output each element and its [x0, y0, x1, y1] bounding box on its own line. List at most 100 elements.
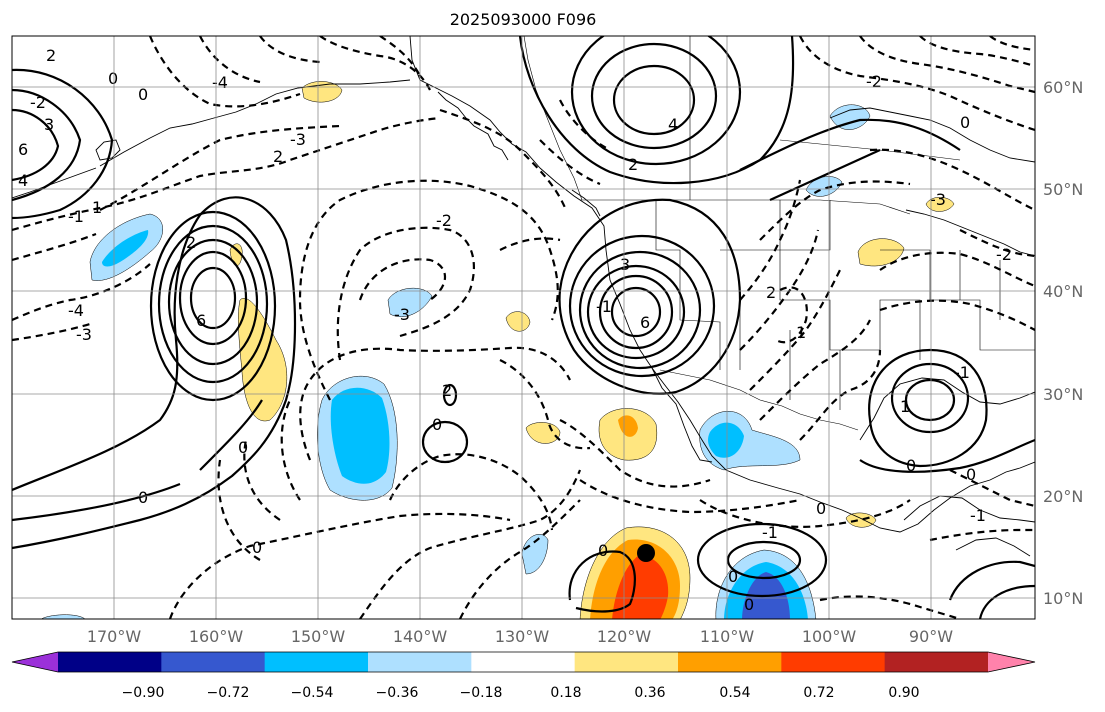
contour-label: -2	[436, 211, 452, 230]
colorbar-tick-labels: −0.90 −0.72 −0.54 −0.36 −0.18 0.18 0.36 …	[122, 685, 920, 701]
colorbar-tick-label: −0.72	[207, 685, 250, 701]
shade-negative-light	[387, 288, 433, 318]
contour-label: -3	[394, 305, 410, 324]
contour-label: 6	[196, 311, 206, 330]
contour-label: 0	[728, 567, 738, 586]
contour-label: 0	[816, 499, 826, 518]
contour-label: 0	[966, 465, 976, 484]
colorbar-swatch	[884, 652, 989, 672]
lon-tick-label: 120°W	[597, 627, 652, 646]
shade-positive-light	[925, 197, 955, 212]
contour-label: 1	[92, 198, 102, 217]
contour-label: 3	[620, 255, 630, 274]
contour-label: -2	[866, 72, 882, 91]
contour-label: 0	[906, 456, 916, 475]
colorbar-tick-label: 0.54	[719, 685, 750, 701]
contour-label: -2	[996, 245, 1012, 264]
contour-label: -1	[596, 297, 612, 316]
contour-label: 2	[186, 233, 196, 252]
shade-positive-light	[505, 311, 531, 332]
political-borders	[523, 36, 1035, 431]
figure-title: 2025093000 F096	[450, 10, 597, 29]
lat-tick-label: 40°N	[1043, 282, 1083, 301]
lat-tick-label: 50°N	[1043, 180, 1083, 199]
contour-label: 1	[900, 397, 910, 416]
contour-label: -1	[762, 523, 778, 542]
contour-label: -3	[930, 190, 946, 209]
contour-label: 1	[796, 323, 806, 342]
contour-label: -1	[954, 363, 970, 382]
colorbar-tick-label: −0.18	[460, 685, 503, 701]
shade-negative-mid	[330, 387, 390, 484]
shade-negative-light	[41, 614, 86, 619]
shade-negative-light	[829, 104, 871, 130]
latitude-axis: 60°N 50°N 40°N 30°N 20°N 10°N	[1043, 78, 1083, 608]
colorbar-tick-label: −0.36	[376, 685, 419, 701]
lon-tick-label: 130°W	[495, 627, 550, 646]
contour-label: 2	[46, 46, 56, 65]
lon-tick-label: 170°W	[87, 627, 142, 646]
colorbar-tick-label: 0.18	[550, 685, 581, 701]
colorbar-tick-label: −0.90	[122, 685, 165, 701]
colorbar-swatch	[574, 652, 679, 672]
contour-label: 0	[138, 488, 148, 507]
map-panel: 2 0 3 6 4 -2 -3 2 0 -1 1 6 2 -4 -3 0 0 0…	[11, 35, 1036, 620]
lat-tick-label: 30°N	[1043, 385, 1083, 404]
height-contours	[12, 36, 1035, 619]
lon-tick-label: 140°W	[393, 627, 448, 646]
shade-negative-mid	[708, 422, 744, 458]
longitude-axis: 170°W 160°W 150°W 140°W 130°W 120°W 110°…	[87, 627, 953, 646]
colorbar-swatch	[471, 652, 576, 672]
colorbar-tick-label: 0.36	[634, 685, 665, 701]
contour-label: 0	[744, 595, 754, 614]
lon-tick-label: 110°W	[700, 627, 755, 646]
colorbar-swatch	[58, 652, 162, 672]
contour-label: 6	[18, 140, 28, 159]
colorbar-swatch	[368, 652, 472, 672]
contour-labels: 2 0 3 6 4 -2 -3 2 0 -1 1 6 2 -4 -3 0 0 0…	[18, 46, 1012, 614]
contour-label: -1	[68, 207, 84, 226]
contour-label: 2	[273, 147, 283, 166]
lat-tick-label: 60°N	[1043, 78, 1083, 97]
contour-label: -3	[290, 130, 306, 149]
contour-label: 0	[138, 85, 148, 104]
lon-tick-label: 150°W	[291, 627, 346, 646]
shade-positive-strong	[612, 555, 669, 619]
lat-tick-label: 10°N	[1043, 589, 1083, 608]
contour-label: -4	[68, 301, 84, 320]
colorbar-tick-label: −0.54	[291, 685, 334, 701]
lat-tick-label: 20°N	[1043, 487, 1083, 506]
contour-label: 0	[108, 69, 118, 88]
shade-positive-light	[845, 512, 877, 528]
contour-label: -2	[30, 93, 46, 112]
contour-label: 2	[442, 381, 452, 400]
lon-tick-label: 160°W	[189, 627, 244, 646]
colorbar	[11, 651, 1036, 673]
contour-label: -1	[970, 506, 986, 525]
colorbar-tick-label: 0.72	[803, 685, 834, 701]
coastlines	[12, 36, 1035, 557]
colorbar-swatch	[161, 652, 266, 672]
contour-label: 4	[668, 115, 678, 134]
colorbar-swatch	[264, 652, 369, 672]
contour-label: 4	[18, 171, 28, 190]
shade-negative-light	[521, 534, 549, 575]
colorbar-swatch	[678, 652, 782, 672]
shade-negative-mid	[102, 230, 149, 267]
colorbar-swatch	[781, 652, 886, 672]
contour-label: 0	[238, 438, 248, 457]
contour-label: 0	[432, 415, 442, 434]
shade-positive-light	[857, 238, 905, 267]
contour-label: -4	[212, 73, 228, 92]
colorbar-extend-high	[988, 652, 1035, 672]
lon-tick-label: 100°W	[802, 627, 857, 646]
lon-tick-label: 90°W	[909, 627, 953, 646]
shaded-anomalies	[41, 81, 955, 619]
colorbar-tick-label: 0.90	[888, 685, 919, 701]
contour-label: 2	[628, 155, 638, 174]
storm-center-marker	[637, 544, 655, 562]
gridlines	[12, 36, 1035, 619]
contour-label: 3	[44, 115, 54, 134]
shade-positive-mid	[618, 415, 638, 437]
